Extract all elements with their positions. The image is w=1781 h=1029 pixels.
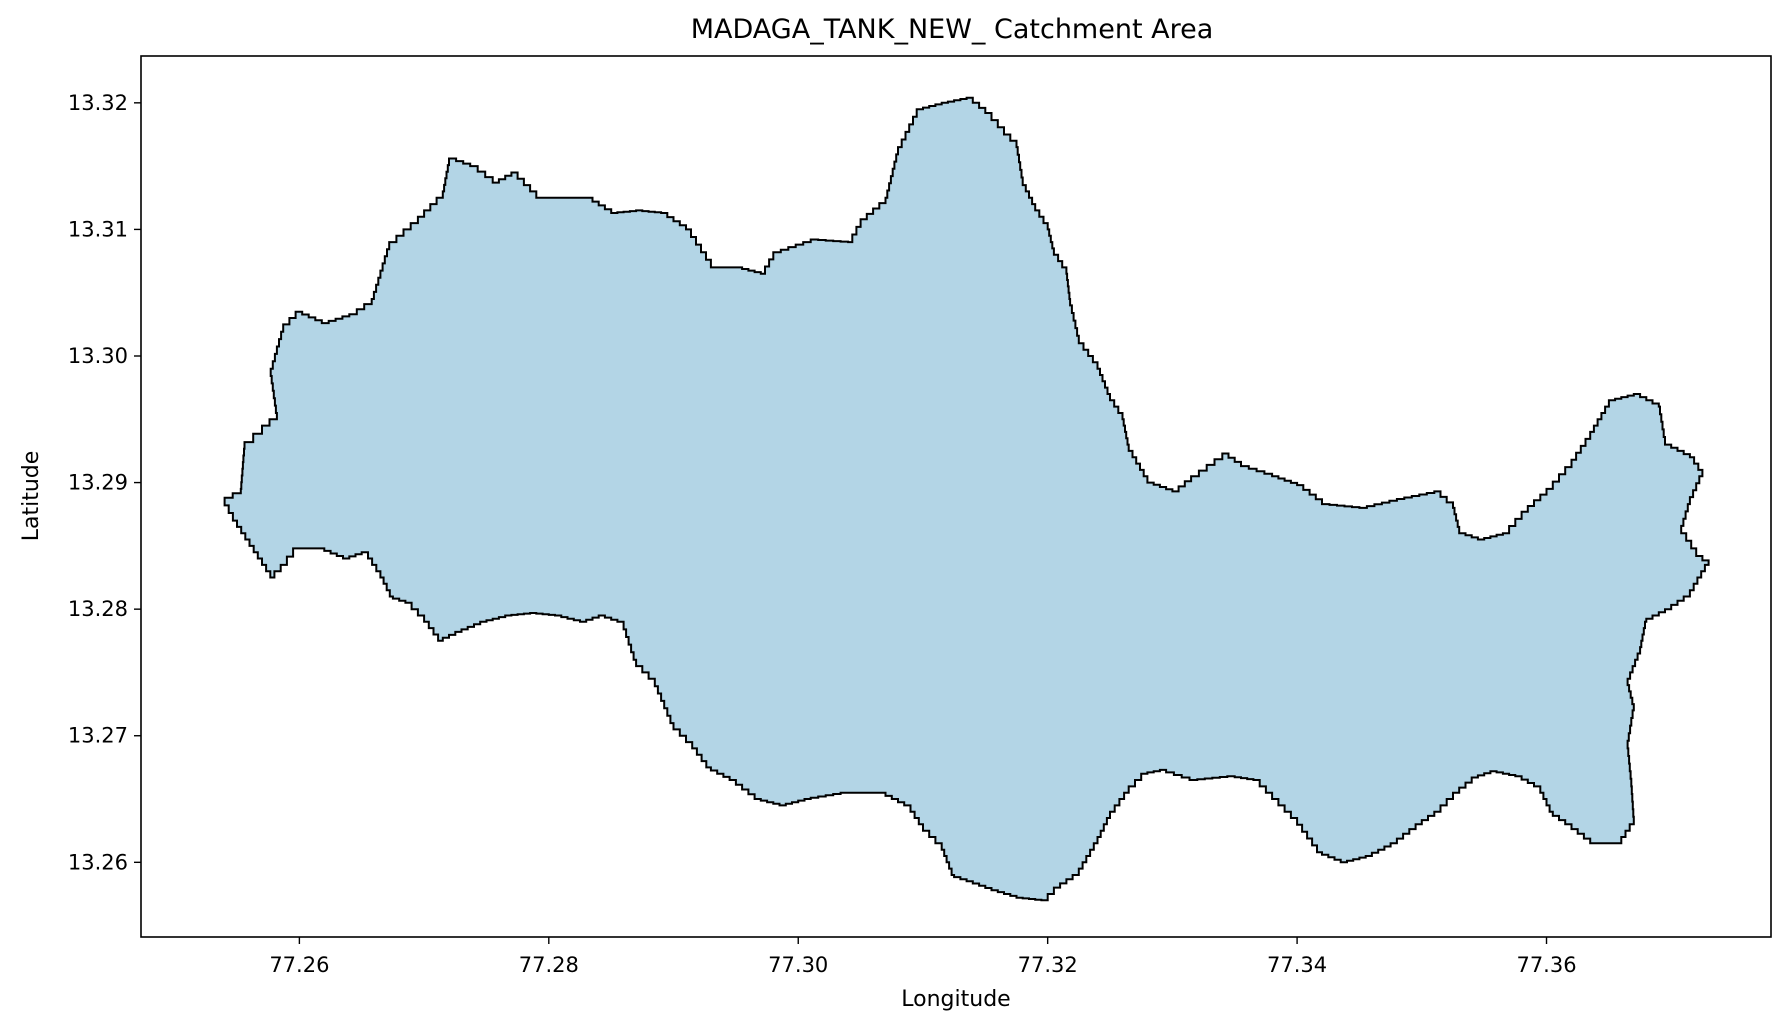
plot-frame bbox=[140, 55, 1772, 938]
y-axis-ticks: 13.26 13.27 13.28 13.29 13.30 13.31 13.32 bbox=[68, 91, 141, 874]
x-tick-label: 77.34 bbox=[1267, 953, 1327, 977]
y-tick-label: 13.26 bbox=[68, 850, 128, 874]
x-tick-label: 77.30 bbox=[768, 953, 828, 977]
y-tick-label: 13.27 bbox=[68, 724, 128, 748]
catchment-area-polygon bbox=[223, 96, 1710, 902]
x-axis-label: Longitude bbox=[901, 987, 1010, 1012]
y-tick-label: 13.31 bbox=[68, 217, 128, 241]
x-tick-label: 77.36 bbox=[1516, 953, 1576, 977]
x-tick-label: 77.26 bbox=[269, 953, 329, 977]
y-axis-label: Latitude bbox=[19, 451, 44, 542]
y-tick-label: 13.32 bbox=[68, 91, 128, 115]
chart-title: MADAGA_TANK_NEW_ Catchment Area bbox=[691, 14, 1214, 45]
y-tick-label: 13.28 bbox=[68, 597, 128, 621]
x-axis-ticks: 77.26 77.28 77.30 77.32 77.34 77.36 bbox=[269, 937, 1577, 977]
x-tick-label: 77.32 bbox=[1018, 953, 1078, 977]
y-tick-label: 13.29 bbox=[68, 471, 128, 495]
x-tick-label: 77.28 bbox=[519, 953, 579, 977]
y-tick-label: 13.30 bbox=[68, 344, 128, 368]
